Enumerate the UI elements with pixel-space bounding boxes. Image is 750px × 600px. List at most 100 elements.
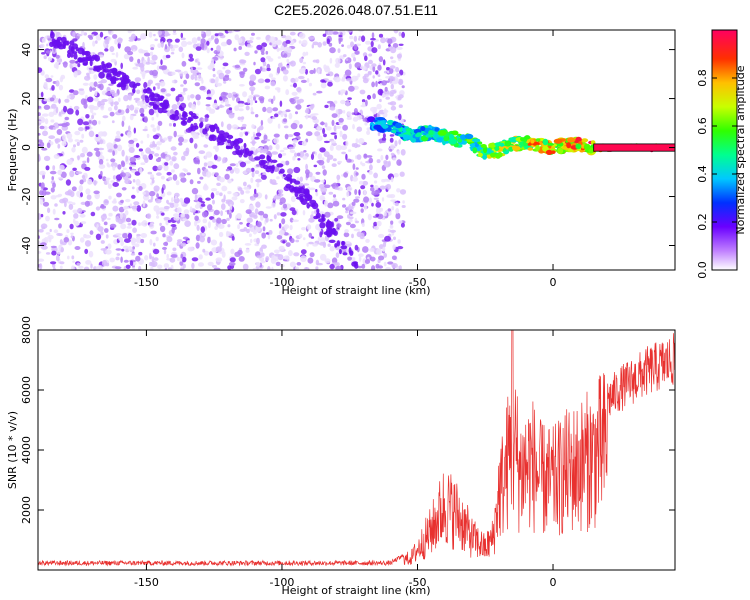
diagonal-trace-point [73, 53, 78, 60]
noise-point [179, 72, 184, 77]
diagonal-trace-point [296, 196, 303, 200]
noise-point [342, 110, 346, 114]
noise-point [264, 194, 268, 200]
noise-point [293, 82, 297, 88]
diagonal-trace-point [95, 65, 101, 73]
noise-point [394, 202, 399, 207]
noise-point [282, 240, 286, 244]
noise-point [357, 73, 361, 78]
noise-point [49, 170, 57, 175]
noise-point [54, 203, 58, 207]
noise-point [322, 127, 326, 135]
noise-point [215, 257, 223, 263]
noise-point [38, 154, 41, 162]
noise-point [326, 158, 330, 164]
noise-point [100, 104, 105, 111]
diagonal-trace-point [162, 106, 168, 110]
noise-point [106, 162, 110, 167]
noise-point [131, 186, 135, 190]
noise-point [50, 187, 55, 193]
noise-point [334, 187, 340, 190]
noise-point [39, 170, 46, 176]
noise-point [291, 209, 297, 216]
noise-point [390, 220, 394, 225]
noise-point [84, 240, 92, 247]
noise-point [197, 180, 201, 184]
noise-point [147, 81, 152, 87]
noise-point [343, 232, 350, 238]
noise-point [57, 169, 63, 176]
noise-point [260, 260, 266, 264]
colorbar-tick-label: 0.4 [696, 165, 709, 183]
signal-trace-point [553, 138, 563, 144]
noise-point [86, 151, 93, 157]
noise-point [119, 172, 126, 178]
noise-point [347, 111, 352, 116]
noise-point [201, 30, 204, 35]
noise-point [357, 265, 363, 269]
signal-trace-point [524, 135, 531, 140]
noise-point [52, 165, 56, 171]
noise-point [390, 144, 395, 150]
snr-x-tick-label: 0 [550, 576, 557, 589]
noise-point [371, 32, 375, 39]
noise-point [387, 261, 394, 265]
signal-trace-point [471, 138, 481, 143]
noise-point [178, 142, 183, 146]
noise-point [359, 203, 365, 208]
noise-point [65, 179, 71, 186]
noise-point [283, 125, 289, 129]
noise-point [227, 265, 232, 270]
noise-point [134, 107, 139, 110]
noise-point [212, 265, 217, 268]
noise-point [167, 40, 171, 47]
noise-point [72, 202, 76, 206]
noise-point [122, 233, 129, 239]
noise-point [336, 174, 341, 181]
noise-point [189, 179, 194, 185]
diagonal-trace-point [298, 193, 305, 198]
noise-point [155, 158, 162, 163]
noise-point [138, 48, 144, 54]
noise-point [68, 93, 75, 100]
noise-point [375, 263, 380, 269]
diagonal-trace-point [159, 102, 165, 107]
noise-point [163, 263, 170, 269]
noise-point [401, 85, 405, 89]
noise-point [359, 89, 366, 95]
noise-point [163, 241, 169, 246]
noise-point [204, 117, 208, 122]
noise-point [253, 96, 256, 101]
noise-point [113, 144, 118, 149]
noise-point [283, 255, 290, 260]
noise-point [336, 223, 342, 228]
noise-point [84, 248, 89, 255]
noise-point [323, 133, 327, 138]
noise-point [112, 182, 119, 187]
noise-point [309, 252, 315, 258]
noise-point [334, 62, 340, 68]
noise-point [247, 98, 250, 104]
noise-point [290, 238, 295, 244]
noise-point [171, 156, 177, 162]
diagonal-trace-point [101, 61, 105, 66]
noise-point [331, 31, 339, 35]
diagonal-trace-point [106, 72, 112, 78]
signal-trace-point [494, 142, 503, 147]
diagonal-trace-point [129, 81, 136, 88]
noise-point [282, 203, 288, 209]
noise-point [91, 114, 95, 120]
noise-point [297, 158, 301, 161]
signal-trace-point [464, 133, 474, 140]
diagonal-trace-point [72, 51, 78, 55]
noise-point [199, 206, 202, 210]
noise-point [129, 115, 134, 121]
noise-point [58, 98, 61, 104]
noise-point [63, 237, 70, 243]
noise-point [221, 95, 225, 99]
noise-point [265, 206, 272, 209]
noise-point [292, 219, 299, 223]
spectrogram-y-tick-label: 0 [20, 144, 33, 151]
noise-point [108, 148, 113, 153]
noise-point [138, 251, 143, 256]
